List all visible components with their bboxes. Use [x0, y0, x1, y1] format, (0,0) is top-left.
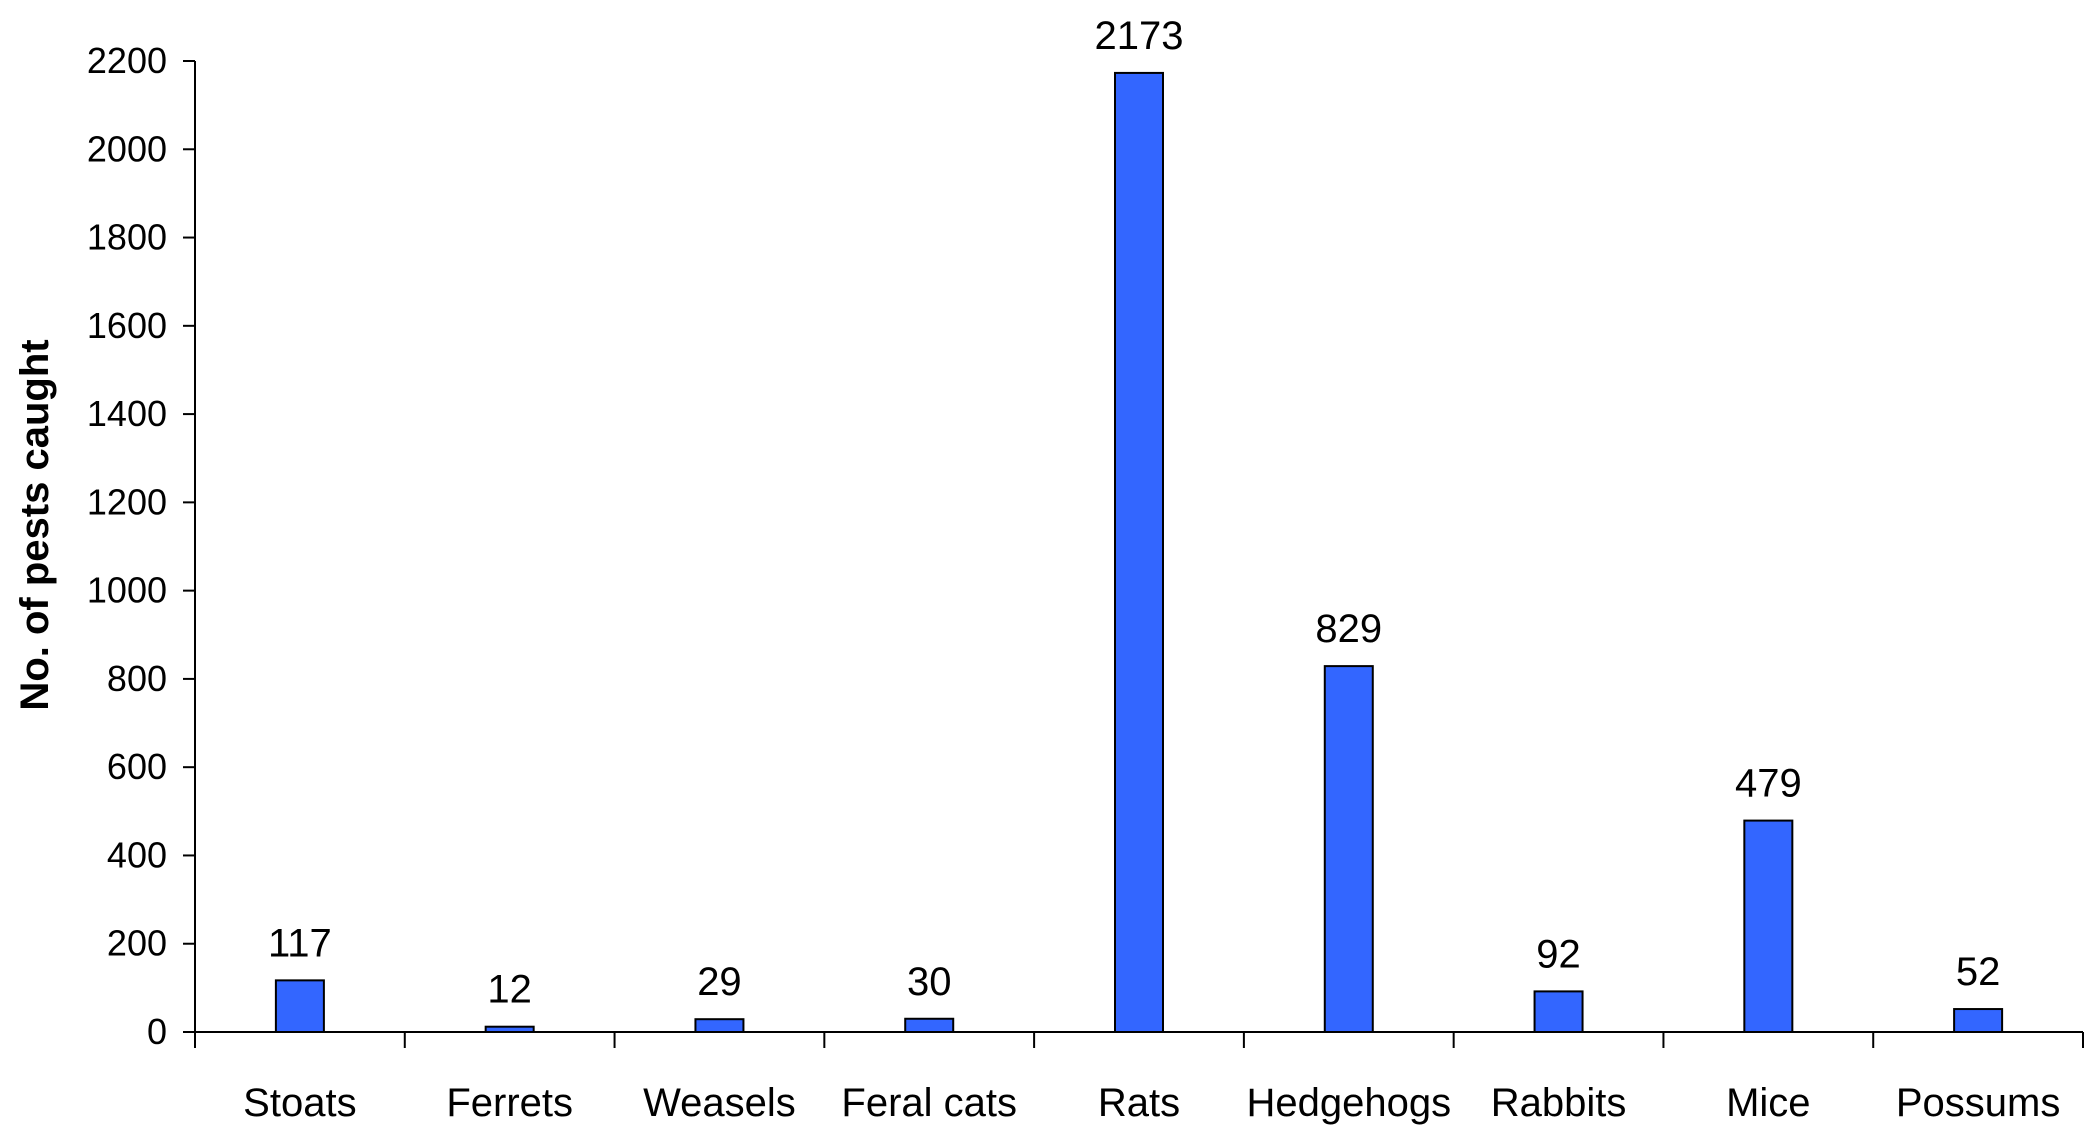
y-tick-label: 0 [147, 1011, 167, 1052]
bar-rabbits [1533, 990, 1584, 1033]
x-tick-label: Mice [1726, 1081, 1810, 1125]
y-tick-label: 200 [107, 923, 167, 964]
y-tick-label: 1400 [87, 393, 167, 434]
bar-stoats [274, 979, 325, 1034]
data-label: 117 [268, 921, 332, 965]
y-tick-label: 2200 [87, 40, 167, 81]
bar-feral-cats [904, 1017, 955, 1034]
bar-weasels [694, 1018, 745, 1033]
bar-possums [1953, 1008, 2004, 1033]
x-tick-label: Rabbits [1491, 1081, 1627, 1125]
data-label: 92 [1536, 932, 1581, 976]
y-tick-label: 1000 [87, 570, 167, 611]
y-tick-label: 600 [107, 746, 167, 787]
bar-mice [1743, 819, 1794, 1033]
y-tick-label: 2000 [87, 128, 167, 169]
y-tick-label: 1800 [87, 217, 167, 258]
bar-ferrets [484, 1025, 535, 1033]
y-tick-label: 1600 [87, 305, 167, 346]
x-tick-label: Feral cats [841, 1081, 1017, 1125]
bar-hedgehogs [1323, 665, 1374, 1033]
x-axis: Stoats Ferrets Weasels Feral cats Rats Hedgeh… [194, 1031, 2084, 1125]
x-tick-label: Possums [1896, 1081, 2061, 1125]
bar-rats [1114, 71, 1164, 1034]
y-axis-label: No. of pests caught [13, 339, 57, 710]
data-label: 479 [1735, 762, 1802, 806]
bars [274, 71, 2004, 1034]
x-tick-label: Rats [1098, 1081, 1180, 1125]
x-tick-label: Weasels [643, 1081, 796, 1125]
data-label: 2173 [1095, 14, 1184, 58]
data-labels: 117 12 29 30 2173 829 92 479 52 [268, 14, 2000, 1012]
data-label: 12 [487, 968, 532, 1012]
data-label: 829 [1315, 607, 1382, 651]
x-tick-label: Stoats [243, 1081, 356, 1125]
y-tick-label: 800 [107, 658, 167, 699]
data-label: 29 [697, 960, 742, 1004]
y-axis: 0 200 400 600 800 1000 1200 1400 1600 1800 2000 220… [87, 40, 196, 1052]
data-label: 52 [1956, 950, 2001, 994]
y-tick-label: 1200 [87, 481, 167, 522]
x-tick-label: Ferrets [446, 1081, 573, 1125]
y-tick-label: 400 [107, 834, 167, 875]
data-label: 30 [907, 960, 952, 1004]
x-tick-label: Hedgehogs [1246, 1081, 1451, 1125]
